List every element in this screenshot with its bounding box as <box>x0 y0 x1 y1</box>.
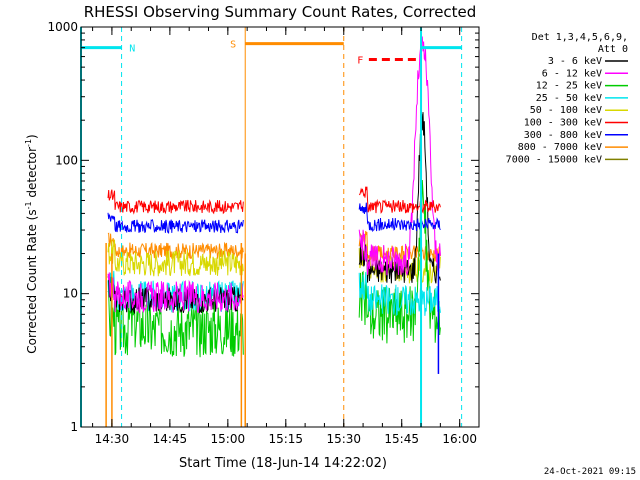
x-tick-label: 14:30 <box>95 432 130 446</box>
y-tick-label: 1 <box>70 420 78 434</box>
legend-entry: 25 - 50 keV <box>536 93 602 104</box>
legend-entry: 3 - 6 keV <box>548 56 602 67</box>
series-line <box>107 212 244 234</box>
legend-entry: 50 - 100 keV <box>530 105 602 116</box>
legend-title: Det 1,3,4,5,6,9, <box>532 32 628 43</box>
x-tick-label: 15:00 <box>211 432 246 446</box>
x-tick-label: 15:30 <box>326 432 361 446</box>
night-label: N <box>129 44 135 55</box>
annotation-layer: N S F <box>80 27 463 427</box>
legend-entry: 6 - 12 keV <box>542 68 602 79</box>
y-tick-label: 100 <box>55 153 78 167</box>
x-tick-label: 15:15 <box>268 432 303 446</box>
series-line <box>107 290 244 358</box>
x-axis-label: Start Time (18-Jun-14 14:22:02) <box>179 456 387 471</box>
series-line <box>358 202 441 233</box>
axis-ticks: 14:30 14:45 15:00 15:15 15:30 15:45 16:00 1 10 10… <box>47 20 479 446</box>
legend-entry: 100 - 300 keV <box>524 118 602 129</box>
y-tick-label: 10 <box>63 287 78 301</box>
legend-entry: 300 - 800 keV <box>524 130 602 141</box>
series-line <box>107 189 244 215</box>
legend-entry: 800 - 7000 keV <box>518 142 602 153</box>
legend-entry: 7000 - 15000 keV <box>506 154 602 165</box>
y-tick-label: 1000 <box>47 20 78 34</box>
x-tick-label: 15:45 <box>384 432 419 446</box>
saa-label: S <box>230 40 236 51</box>
legend-title: Att 0 <box>598 44 628 55</box>
series-line <box>358 179 441 344</box>
series-line <box>358 36 441 277</box>
footer-date: 24-Oct-2021 09:15 <box>544 467 636 477</box>
series-lines <box>105 36 441 427</box>
legend-entry: 12 - 25 keV <box>536 81 602 92</box>
series-line <box>358 112 441 284</box>
series-line <box>107 272 244 314</box>
x-tick-label: 16:00 <box>442 432 477 446</box>
plot-frame <box>80 26 480 428</box>
series-line <box>358 272 441 317</box>
chart-title: RHESSI Observing Summary Count Rates, Co… <box>84 3 477 21</box>
x-tick-label: 14:45 <box>153 432 188 446</box>
series-line <box>107 239 244 277</box>
y-axis-label: Corrected Count Rate (s-1 detector-1) <box>24 134 39 353</box>
flare-label: F <box>357 56 363 67</box>
series-line <box>358 186 441 215</box>
